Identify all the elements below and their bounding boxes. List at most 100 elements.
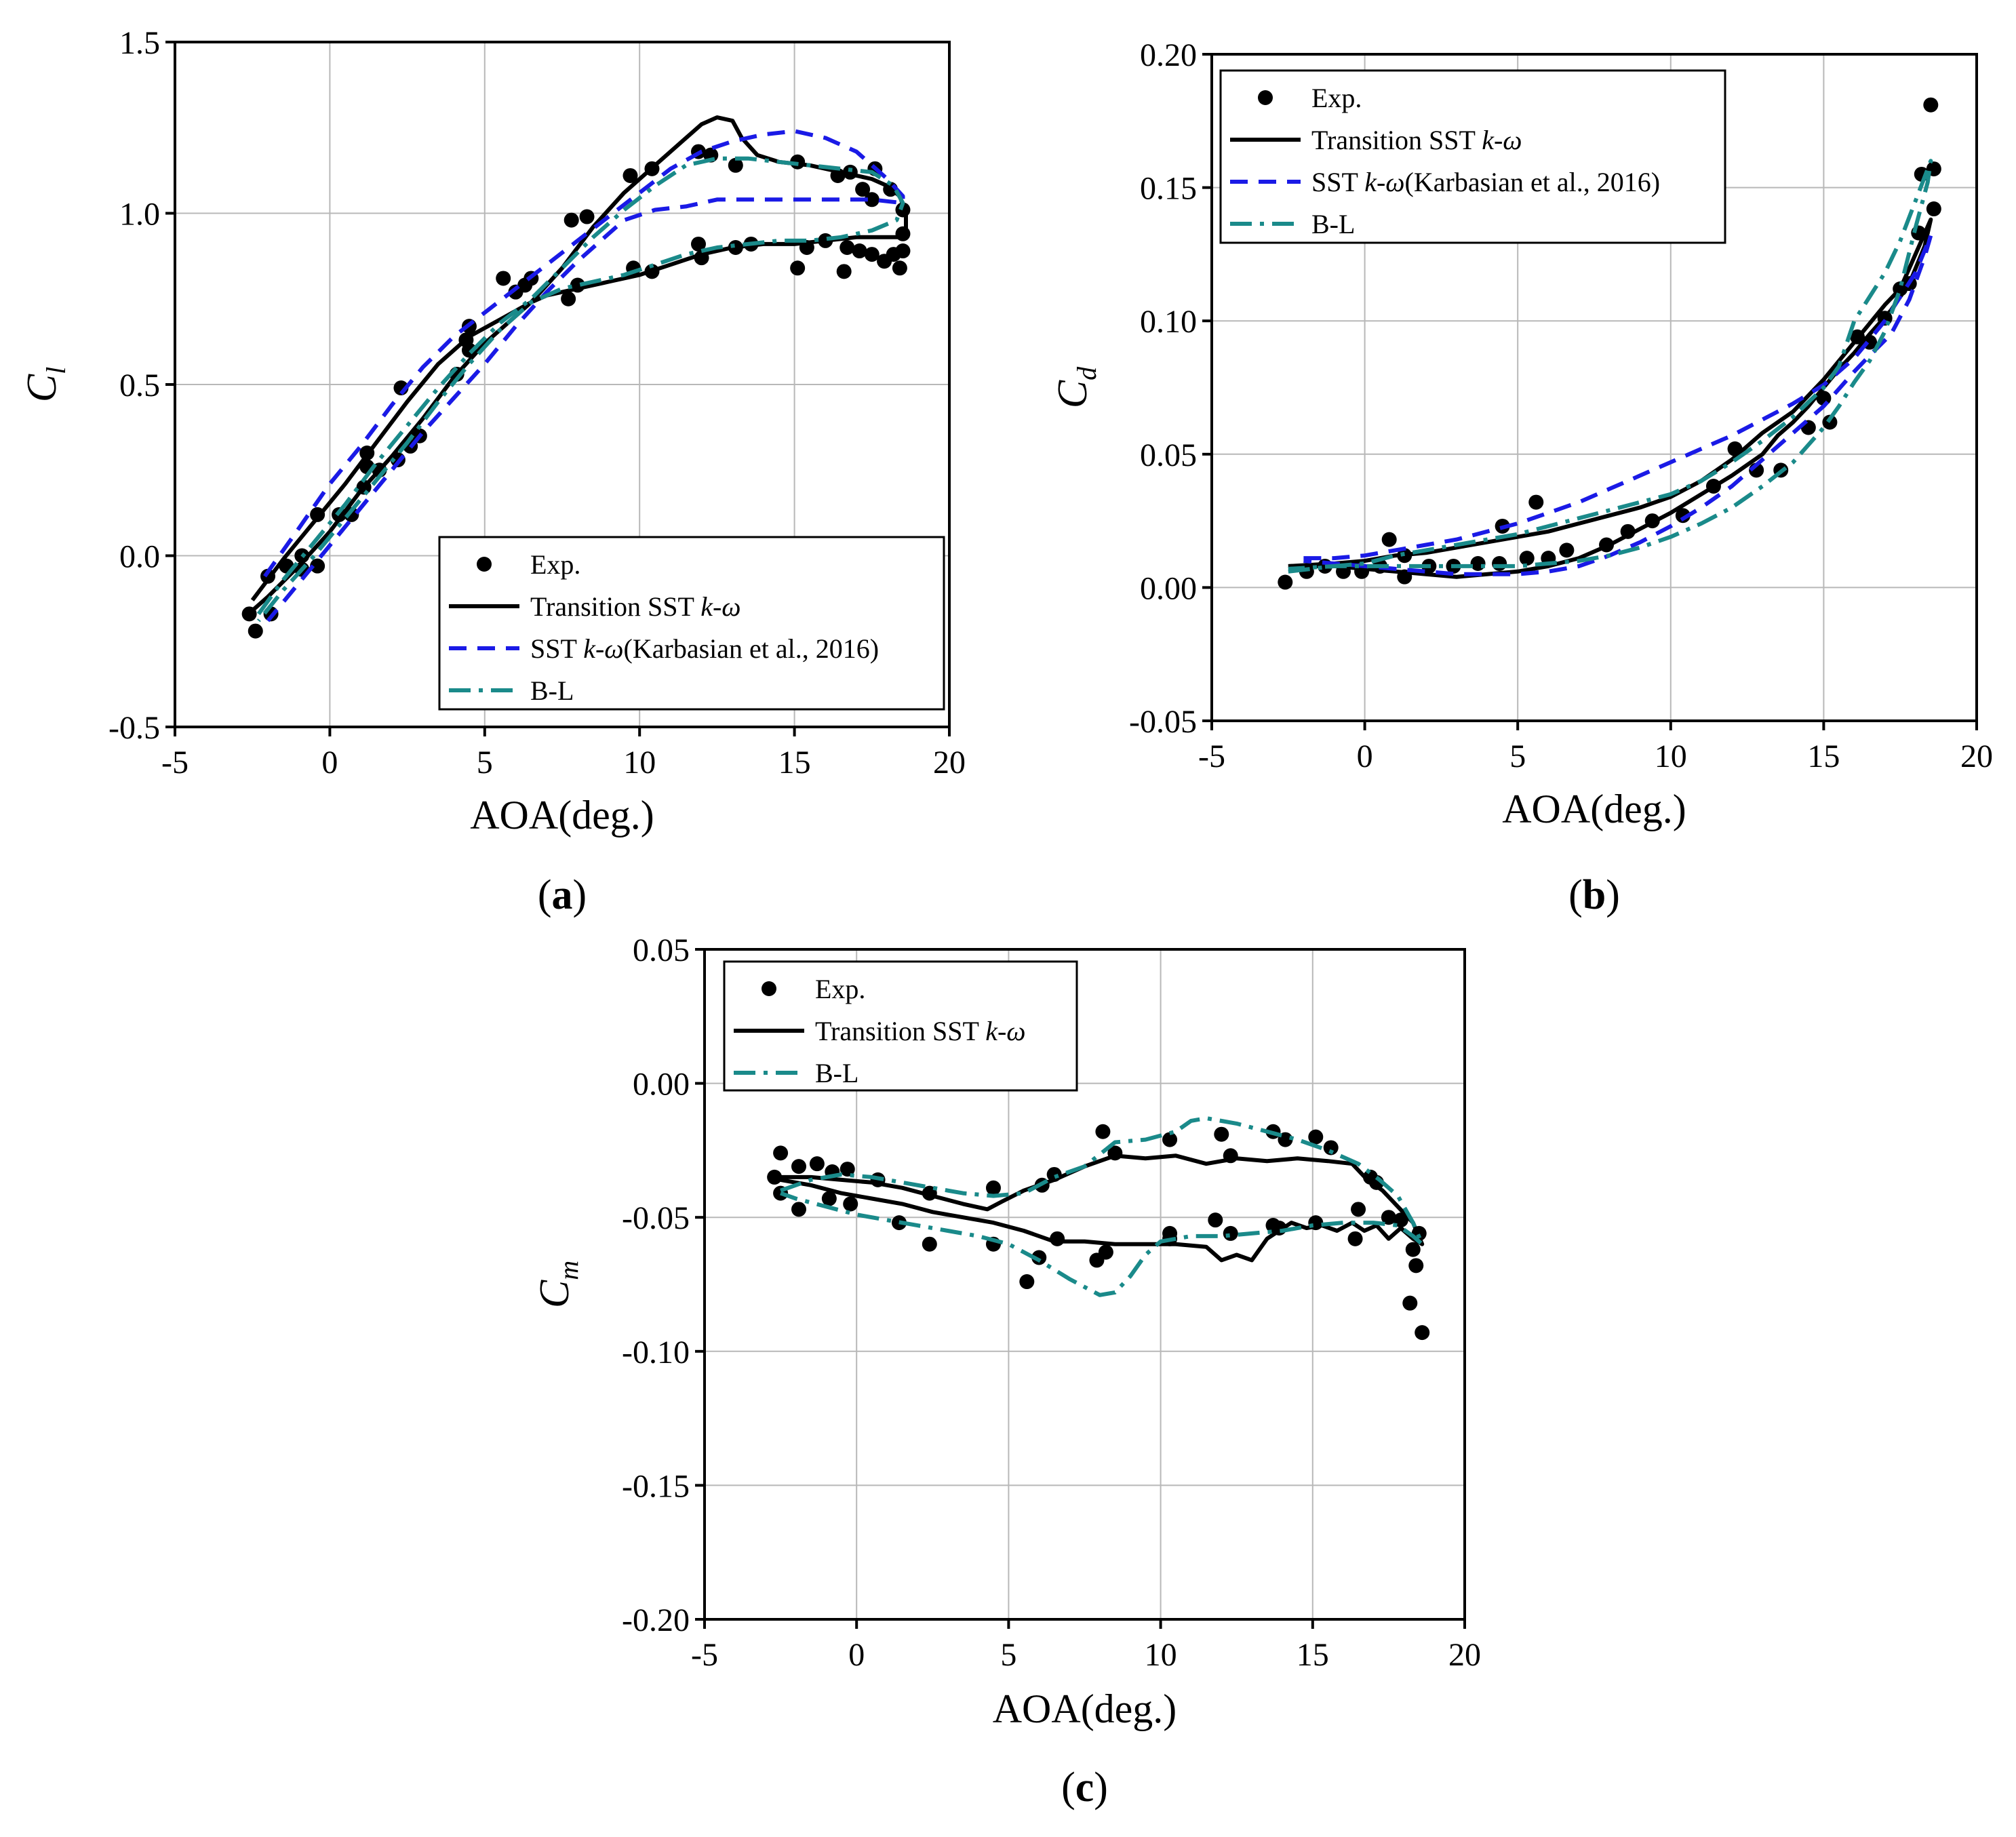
legend-text: Exp. — [815, 974, 865, 1004]
plot-frame — [1210, 53, 1978, 722]
data-point-exp — [1402, 1295, 1418, 1311]
plot-frame — [703, 948, 1466, 1621]
y-axis-label-subscript: m — [553, 1261, 584, 1280]
chart-panel-c: -5 0 5 10 15 20 -0.20 -0.15 -0.10 -0.05 0.00 0.05 AO… — [532, 932, 1481, 1811]
y-tick-label: 0.15 — [1140, 171, 1197, 207]
legend-entry-exp: Exp. — [530, 549, 580, 580]
legend-text-italic: k-ω — [583, 633, 623, 664]
data-point-exp — [1923, 97, 1939, 113]
x-tick-label: 5 — [1000, 1637, 1016, 1673]
panel-label: (b) — [1568, 872, 1620, 918]
data-point-exp — [791, 1202, 807, 1217]
y-tick-label: 0.05 — [1140, 437, 1197, 473]
data-point-exp — [1559, 542, 1575, 558]
data-point-exp — [561, 291, 576, 307]
x-tick-label: -5 — [1198, 738, 1225, 774]
legend-text-suffix: (Karbasian et al., 2016) — [1405, 167, 1661, 197]
x-tick-label: 0 — [1357, 738, 1373, 774]
x-tick-label: 20 — [1960, 738, 1993, 774]
x-tick-label: 10 — [1655, 738, 1687, 774]
legend-box — [723, 960, 1078, 1092]
data-point-exp — [791, 1159, 807, 1174]
x-tick-label: 15 — [778, 745, 811, 781]
y-tick-label: 1.5 — [119, 25, 160, 61]
panel-label-part: ) — [573, 872, 587, 918]
data-point-exp — [895, 243, 911, 259]
data-point-exp — [843, 1196, 858, 1212]
legend-entry-transition: Transition SST k-ω — [530, 591, 741, 622]
y-tick-label: -0.10 — [622, 1335, 690, 1370]
panel-label-part: ( — [538, 872, 552, 918]
legend-marker-exp — [762, 981, 776, 996]
y-axis-label: Cd — [1050, 366, 1102, 408]
legend-text: Exp. — [1311, 83, 1362, 113]
y-tick-label: 0.0 — [119, 539, 160, 575]
y-tick-label: -0.5 — [108, 710, 160, 746]
legend-text-italic: k-ω — [985, 1016, 1025, 1046]
legend-marker-exp — [1258, 90, 1273, 105]
legend-text: Transition SST — [530, 591, 700, 622]
panel-label-part: ( — [1061, 1764, 1075, 1811]
data-point-exp — [1278, 574, 1293, 590]
data-point-exp — [496, 271, 511, 286]
data-point-exp — [1098, 1244, 1113, 1260]
data-point-exp — [809, 1156, 825, 1172]
legend-text: SST — [1311, 167, 1364, 197]
legend-text: B-L — [530, 675, 574, 706]
x-tick-label: 10 — [623, 745, 656, 781]
data-point-exp — [1214, 1126, 1229, 1142]
legend-entry-transition: Transition SST k-ω — [1311, 125, 1522, 155]
series-layer — [241, 115, 911, 639]
data-point-exp — [1223, 1225, 1238, 1241]
legend-text: Transition SST — [1311, 125, 1482, 155]
data-point-exp — [839, 1162, 855, 1177]
legend-box — [438, 536, 945, 711]
legend-entry-transition: Transition SST k-ω — [815, 1016, 1026, 1046]
panel-label-part: b — [1583, 872, 1606, 918]
data-point-exp — [985, 1180, 1001, 1196]
data-point-exp — [1095, 1124, 1111, 1139]
x-tick-label: -5 — [161, 745, 189, 781]
legend-entry-sst: SST k-ω(Karbasian et al., 2016) — [530, 633, 879, 664]
data-point-exp — [1381, 1210, 1396, 1225]
data-point-exp — [1019, 1274, 1035, 1290]
y-tick-label: 0.05 — [633, 932, 690, 968]
data-point-exp — [1278, 1132, 1293, 1147]
x-tick-label: 20 — [933, 745, 966, 781]
data-point-exp — [852, 243, 867, 259]
panel-label: (a) — [538, 872, 587, 918]
legend-entry-exp: Exp. — [1311, 83, 1362, 113]
legend-text: B-L — [815, 1058, 858, 1088]
y-axis-label-main: C — [19, 374, 65, 402]
series-line-bl — [256, 156, 905, 623]
y-tick-label: -0.20 — [622, 1602, 690, 1638]
y-tick-label: 0.00 — [1140, 570, 1197, 606]
data-point-exp — [864, 192, 879, 208]
data-point-exp — [622, 167, 638, 183]
data-point-exp — [1405, 1242, 1421, 1257]
series-line-transition — [1288, 217, 1933, 579]
x-tick-label: 0 — [848, 1637, 865, 1673]
x-axis-label: AOA(deg.) — [993, 1686, 1177, 1731]
y-tick-label: 0.10 — [1140, 304, 1197, 340]
legend-text: Transition SST — [815, 1016, 985, 1046]
panel-label-part: ( — [1568, 872, 1583, 918]
data-point-exp — [790, 260, 806, 276]
panel-label: (c) — [1061, 1764, 1108, 1811]
data-point-exp — [855, 182, 871, 197]
data-point-exp — [892, 260, 907, 276]
legend-entry-bl: B-L — [815, 1058, 858, 1088]
data-point-exp — [767, 1169, 783, 1185]
y-axis-label-subscript: l — [41, 367, 71, 374]
data-point-exp — [1323, 1140, 1339, 1155]
y-axis-label-main: C — [1050, 380, 1096, 408]
legend-text: Exp. — [530, 549, 580, 580]
series-line-bl — [1288, 159, 1933, 574]
data-point-exp — [1308, 1129, 1324, 1145]
data-point-exp — [864, 247, 879, 262]
y-axis-label-subscript: d — [1071, 366, 1102, 380]
x-tick-label: 5 — [477, 745, 493, 781]
x-axis-label: AOA(deg.) — [1502, 787, 1686, 831]
